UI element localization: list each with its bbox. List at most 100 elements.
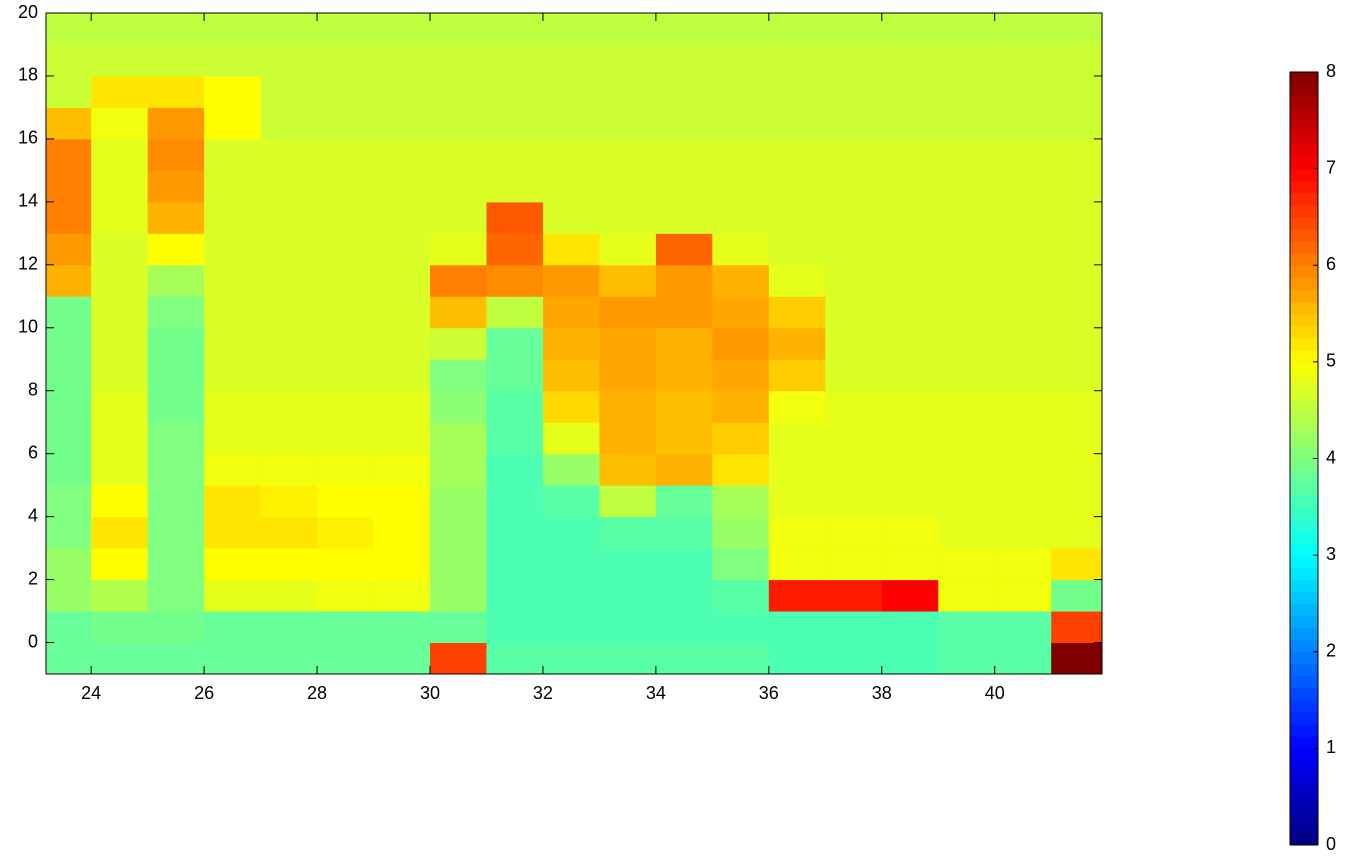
heat-cell [1051,422,1102,455]
heat-cell [712,548,770,581]
heat-cell [542,138,600,171]
heat-cell [994,390,1052,423]
heat-cell [147,611,205,644]
heat-cell [655,296,713,329]
heat-cell [1051,579,1102,612]
heat-cell [881,453,939,486]
heat-cell [994,453,1052,486]
heat-cell [430,516,487,549]
heat-cell [599,390,657,423]
heat-cell [938,233,996,266]
colorbar-swatch [1290,204,1318,218]
heat-cell [825,170,883,203]
heat-cell [317,327,375,360]
y-tick-label: 12 [18,254,38,274]
heat-cell [91,233,149,266]
heat-cell [712,485,770,518]
heat-cell [825,75,883,108]
x-tick-label: 26 [194,683,214,703]
heat-cell [373,390,431,423]
heat-cell [147,327,205,360]
colorbar-swatch [1290,615,1318,629]
heat-cell [994,516,1052,549]
heat-cell [712,264,770,297]
heat-cell [542,390,600,423]
x-tick-label: 36 [759,683,779,703]
colorbar-swatch [1290,700,1318,713]
heat-cell [712,13,770,45]
heat-cell [1051,138,1102,171]
heat-cell [204,75,262,108]
heat-cell [204,611,262,644]
heat-cell [260,422,318,455]
heat-cell [542,516,600,549]
colorbar-swatch [1290,494,1318,508]
heat-cell [147,453,205,486]
heat-cell [599,516,657,549]
heat-cell [204,170,262,203]
heat-cell [881,201,939,234]
heat-cell [599,44,657,77]
heat-cell [91,75,149,108]
heat-cell [430,579,487,612]
heat-cell [430,13,487,45]
heat-cell [1051,327,1102,360]
heat-cell [46,390,92,423]
heat-cell [430,611,487,644]
heat-cell [881,390,939,423]
heat-cell [655,44,713,77]
heat-cell [46,201,92,234]
heat-cell [1051,516,1102,549]
heat-cell [204,516,262,549]
heat-cell [373,422,431,455]
heat-cell [599,422,657,455]
heat-cell [373,611,431,644]
heat-cell [46,579,92,612]
y-tick-label: 6 [28,442,38,462]
heat-cell [1051,201,1102,234]
heat-cell [46,453,92,486]
heat-cell [712,296,770,329]
heat-cell [881,485,939,518]
heat-cell [712,642,770,674]
heat-cell [260,233,318,266]
heat-cell [430,453,487,486]
heat-cell [260,485,318,518]
colorbar-swatch [1290,156,1318,170]
heat-cell [1051,170,1102,203]
heat-cell [994,642,1052,674]
heat-cell [599,170,657,203]
colorbar-swatch [1290,386,1318,399]
heat-cell [260,138,318,171]
heat-cell [430,390,487,423]
heat-cell [204,422,262,455]
heat-cell [1051,107,1102,140]
heat-cell [542,13,600,45]
heat-cell [655,327,713,360]
heat-cell [204,233,262,266]
heat-cell [373,642,431,674]
colorbar-swatch [1290,398,1318,411]
heat-cell [260,516,318,549]
colorbar-tick-label: 8 [1326,61,1336,81]
colorbar-swatch [1290,506,1318,520]
heat-cell [317,170,375,203]
heat-cell [768,485,826,518]
heat-cell [994,107,1052,140]
heat-cell [712,138,770,171]
heat-cell [994,327,1052,360]
heat-cell [1051,75,1102,108]
heat-cell [317,201,375,234]
heat-cell [91,611,149,644]
heat-cell [768,13,826,45]
x-tick-label: 38 [872,683,892,703]
heat-cell [46,516,92,549]
heat-cell [881,516,939,549]
heat-cell [204,453,262,486]
heat-cell [655,233,713,266]
heat-cell [260,579,318,612]
heat-cell [825,138,883,171]
heat-cell [712,390,770,423]
heat-cell [825,642,883,674]
heat-cell [430,107,487,140]
